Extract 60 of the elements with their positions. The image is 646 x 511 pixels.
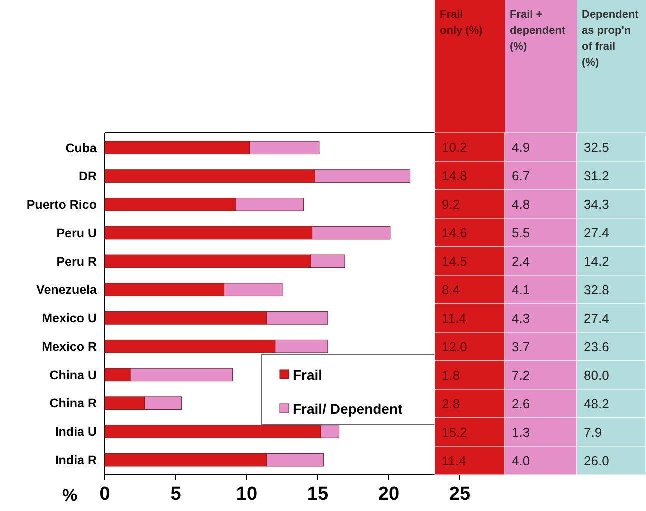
y-tick-label: China U xyxy=(50,368,97,382)
text: 4.9 xyxy=(512,140,530,155)
text: 14.8 xyxy=(442,168,468,184)
x-tick-label: 10 xyxy=(236,484,258,505)
text: 2.6 xyxy=(512,396,530,412)
y-tick-label: India U xyxy=(55,425,97,440)
text: 14.6 xyxy=(442,225,468,240)
text: 34.3 xyxy=(584,196,610,212)
text: 1.3 xyxy=(512,424,530,440)
text: 11.4 xyxy=(442,310,466,326)
text: 8.4 xyxy=(442,282,460,298)
y-tick-label: Mexico U xyxy=(42,312,97,326)
x-tick-label: 15 xyxy=(307,484,329,505)
text: 5.5 xyxy=(512,225,530,240)
text: 32.5 xyxy=(584,140,610,155)
category-label: Dependent as prop'n of frail (%) xyxy=(582,9,640,69)
text: 9.2 xyxy=(442,196,460,212)
text: 15.2 xyxy=(442,424,468,440)
y-tick-label: China R xyxy=(50,396,97,411)
text: 7.2 xyxy=(512,368,530,383)
text: 1.8 xyxy=(442,368,460,383)
y-tick-label: Puerto Rico xyxy=(26,198,98,212)
text: 4.1 xyxy=(512,282,530,298)
text: 14.2 xyxy=(584,254,610,269)
text: 4.3 xyxy=(512,310,530,326)
x-tick-label: 25 xyxy=(449,484,471,505)
text: 14.5 xyxy=(442,254,468,269)
legend-label: Frail/ Dependent xyxy=(293,400,404,417)
category-label: Frail only (%) xyxy=(440,9,484,37)
x-tick-label: 20 xyxy=(378,484,400,505)
text: 80.0 xyxy=(584,368,610,383)
text: 27.4 xyxy=(584,310,610,326)
text: 12.0 xyxy=(442,339,468,354)
y-tick-label: India R xyxy=(55,453,97,468)
text: 7.9 xyxy=(584,424,602,440)
x-axis-title: % xyxy=(62,486,78,505)
text: 4.8 xyxy=(512,196,530,212)
text: 48.2 xyxy=(584,396,610,412)
text: 27.4 xyxy=(584,225,610,240)
text: 31.2 xyxy=(584,168,610,184)
text: 23.6 xyxy=(584,339,610,354)
y-tick-label: DR xyxy=(78,170,97,184)
legend-label: Frail xyxy=(293,366,323,383)
text: 11.4 xyxy=(442,453,466,468)
y-tick-label: Venezuela xyxy=(36,283,98,298)
text: 4.0 xyxy=(512,453,530,468)
text: 3.7 xyxy=(512,339,530,354)
x-tick-label: 0 xyxy=(100,484,110,505)
text: 2.4 xyxy=(512,254,530,269)
y-tick-label: Mexico R xyxy=(42,340,97,354)
text: 6.7 xyxy=(512,168,530,184)
y-tick-label: Peru R xyxy=(56,254,97,269)
text: 10.2 xyxy=(442,140,468,155)
x-tick-label: 5 xyxy=(170,484,182,505)
text: 26.0 xyxy=(584,453,610,468)
category-label: Frail + dependent (%) xyxy=(510,9,566,53)
text: 32.8 xyxy=(584,282,610,298)
text: 2.8 xyxy=(442,396,460,412)
y-tick-label: Peru U xyxy=(56,226,97,240)
y-tick-label: Cuba xyxy=(66,141,98,156)
